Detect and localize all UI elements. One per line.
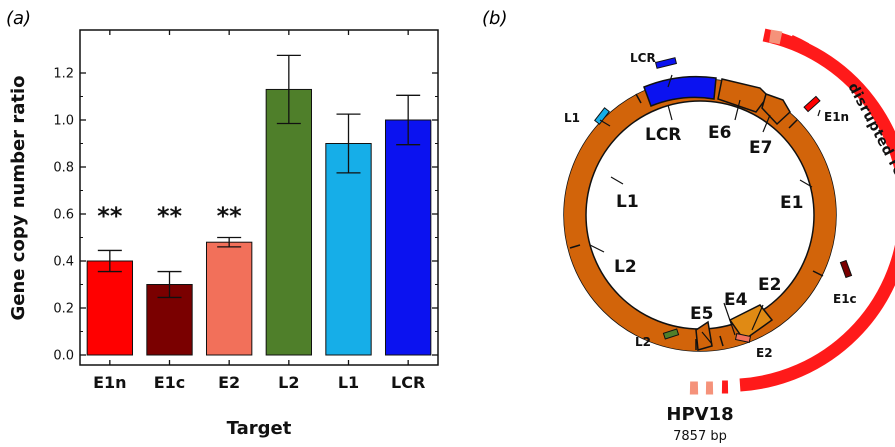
gene-labels: LCR E6 E7 E1 E2 E4 E5 L2 L1 xyxy=(614,123,803,324)
probe-markers xyxy=(594,57,853,343)
bar-e1n xyxy=(86,260,134,356)
bar-lcr xyxy=(384,119,432,356)
probe-l1 xyxy=(594,107,610,125)
y-tick-label: 0.4 xyxy=(53,255,74,270)
y-axis-ticks: 0.0 0.2 0.4 0.6 0.8 1.0 1.2 xyxy=(53,67,438,364)
probe-e1n xyxy=(803,95,821,113)
y-tick-label: 0.2 xyxy=(53,302,74,317)
gene-label-e7: E7 xyxy=(749,138,772,158)
probe-label-e1n: E1n xyxy=(824,110,849,124)
e6-block xyxy=(717,78,769,113)
probe-l2 xyxy=(662,328,680,340)
x-tick-label-e1n: E1n xyxy=(93,373,126,392)
x-tick-label-l2: L2 xyxy=(278,373,299,392)
x-tick-label-lcr: LCR xyxy=(391,373,425,392)
probe-label-e2: E2 xyxy=(756,346,773,360)
gene-label-l2: L2 xyxy=(614,257,637,277)
significance-e1c: ** xyxy=(157,202,183,230)
e5-block xyxy=(695,320,713,351)
y-tick-label: 0.8 xyxy=(53,161,74,176)
probe-label-lcr: LCR xyxy=(630,51,656,65)
x-tick-label-e1c: E1c xyxy=(154,373,186,392)
x-axis-ticks: E1n E1c E2 L2 L1 LCR xyxy=(93,30,425,392)
y-axis-title: Gene copy number ratio xyxy=(8,76,29,321)
y-tick-label: 0.6 xyxy=(53,208,74,223)
lcr-block xyxy=(643,75,717,107)
gene-label-l1: L1 xyxy=(616,192,639,212)
probe-label-l2: L2 xyxy=(635,335,651,349)
gene-label-e4: E4 xyxy=(724,290,748,310)
bar-e2 xyxy=(205,241,253,356)
probe-label-e1c: E1c xyxy=(833,292,857,306)
panel-b-label: (b) xyxy=(482,8,507,29)
probe-label-l1: L1 xyxy=(564,111,580,125)
y-tick-label: 1.0 xyxy=(53,114,74,129)
probe-e2 xyxy=(734,333,752,343)
plasmid-map: disrupted region xyxy=(563,28,895,444)
leader-lines xyxy=(589,74,821,345)
probe-labels: LCR L1 E1n E1c E2 L2 xyxy=(564,51,857,360)
disrupted-region-label: disrupted region xyxy=(844,80,895,211)
bars: ** ** ** xyxy=(86,54,432,356)
y-tick-label: 0.0 xyxy=(53,349,74,364)
significance-e2: ** xyxy=(217,202,243,230)
gene-label-lcr: LCR xyxy=(645,125,681,145)
probe-lcr xyxy=(654,57,678,69)
bar-l2 xyxy=(265,88,313,356)
bar-chart: 0.0 0.2 0.4 0.6 0.8 1.0 1.2 ** ** ** E1n E1c E2 L2 L… xyxy=(8,29,439,439)
disrupted-region-arc xyxy=(689,28,895,395)
bar-l1 xyxy=(325,143,372,356)
plot-frame xyxy=(79,29,439,366)
plasmid-name: HPV18 xyxy=(666,404,733,425)
x-tick-label-l1: L1 xyxy=(338,373,359,392)
plasmid-ring-fill xyxy=(564,79,836,351)
x-axis-title: Target xyxy=(227,418,292,439)
gene-label-e6: E6 xyxy=(708,123,731,143)
significance-e1n: ** xyxy=(97,202,123,230)
plasmid-size: 7857 bp xyxy=(673,429,727,444)
gene-label-e5: E5 xyxy=(690,304,713,324)
e4-block xyxy=(728,304,774,342)
gene-label-e1: E1 xyxy=(780,193,803,213)
probe-e1c xyxy=(839,259,853,279)
gene-label-e2: E2 xyxy=(758,275,781,295)
panel-a-label: (a) xyxy=(6,8,31,29)
y-tick-label: 1.2 xyxy=(53,67,74,82)
x-tick-label-e2: E2 xyxy=(218,373,240,392)
e7-block xyxy=(761,93,791,126)
